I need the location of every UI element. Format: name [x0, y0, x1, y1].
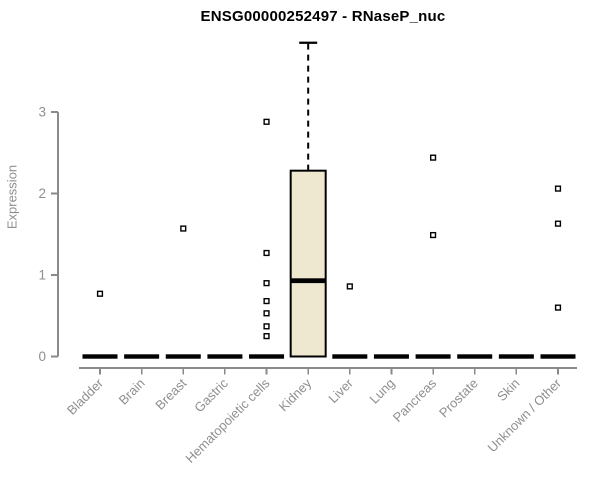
y-axis-tick-label: 1	[38, 268, 46, 283]
x-axis-label-skin: Skin	[494, 376, 522, 404]
collapsed-box-liver	[332, 354, 368, 359]
collapsed-box-lung	[373, 354, 409, 359]
x-axis-label-bladder: Bladder	[64, 375, 107, 418]
box-kidney	[289, 169, 327, 358]
outlier-point-bladder	[96, 290, 104, 297]
collapsed-box-unknown-other	[540, 354, 576, 359]
collapsed-box-pancreas	[415, 354, 451, 359]
outlier-point-breast	[180, 225, 187, 232]
x-axis-label-brain: Brain	[116, 376, 148, 408]
x-axis-label-prostate: Prostate	[436, 376, 481, 421]
outlier-point-hematopoietic-cells	[263, 323, 270, 330]
y-axis-tick-label: 2	[38, 186, 46, 201]
x-axis-label-gastric: Gastric	[191, 375, 231, 415]
collapsed-box-gastric	[207, 354, 243, 359]
outlier-point-pancreas	[429, 231, 437, 239]
collapsed-box-bladder	[82, 354, 118, 359]
collapsed-box-breast	[165, 354, 201, 359]
outlier-point-hematopoietic-cells	[263, 118, 270, 125]
outlier-point-unknown-other	[554, 185, 562, 192]
x-axis-label-breast: Breast	[152, 375, 189, 412]
outlier-point-hematopoietic-cells	[263, 310, 270, 317]
x-axis-label-lung: Lung	[367, 376, 398, 407]
outlier-point-hematopoietic-cells	[263, 333, 270, 340]
chart-title: ENSG00000252497 - RNaseP_nuc	[200, 8, 446, 25]
median-line-kidney	[290, 278, 326, 284]
outlier-point-hematopoietic-cells	[263, 249, 270, 257]
collapsed-box-hematopoietic-cells	[249, 354, 285, 359]
outlier-point-liver	[346, 283, 353, 290]
x-axis-label-unknown-other: Unknown / Other	[485, 375, 565, 455]
outlier-point-unknown-other	[554, 304, 562, 311]
outlier-point-pancreas	[429, 154, 437, 161]
x-axis-label-pancreas: Pancreas	[390, 375, 440, 425]
outlier-point-hematopoietic-cells	[263, 280, 270, 287]
outlier-point-hematopoietic-cells	[263, 297, 270, 305]
outlier-point-unknown-other	[554, 220, 562, 227]
y-axis-tick-label: 3	[38, 105, 46, 120]
y-axis-tick-label: 0	[38, 349, 46, 364]
collapsed-box-skin	[498, 354, 534, 359]
collapsed-box-prostate	[457, 354, 493, 359]
collapsed-box-brain	[124, 354, 160, 359]
x-axis-label-liver: Liver	[325, 375, 356, 406]
x-axis-label-kidney: Kidney	[276, 375, 315, 414]
